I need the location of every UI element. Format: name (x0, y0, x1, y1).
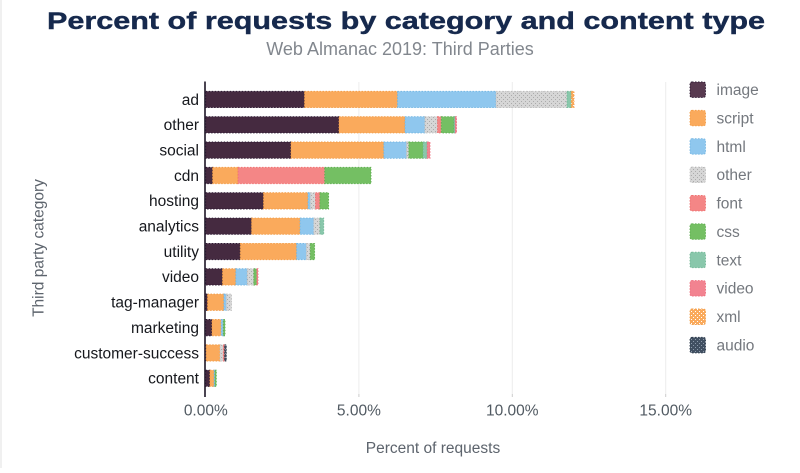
svg-text:css: css (717, 224, 741, 241)
svg-text:10.00%: 10.00% (486, 403, 539, 420)
svg-text:xml: xml (717, 309, 741, 326)
svg-text:image: image (717, 82, 759, 99)
svg-text:html: html (717, 139, 746, 156)
svg-text:content: content (148, 371, 200, 388)
svg-text:social: social (159, 142, 199, 159)
svg-text:15.00%: 15.00% (639, 403, 692, 420)
svg-text:ad: ad (182, 92, 199, 109)
svg-text:5.00%: 5.00% (337, 403, 381, 420)
svg-text:script: script (717, 110, 755, 127)
svg-text:hosting: hosting (149, 193, 199, 210)
svg-text:Third party category: Third party category (31, 179, 48, 317)
svg-text:text: text (717, 252, 743, 269)
svg-text:Percent of requests by categor: Percent of requests by category and cont… (47, 8, 765, 35)
svg-text:other: other (164, 117, 199, 134)
svg-text:Web Almanac 2019: Third Partie: Web Almanac 2019: Third Parties (266, 39, 533, 59)
svg-text:customer-success: customer-success (74, 345, 199, 362)
svg-text:marketing: marketing (131, 320, 199, 337)
svg-text:tag-manager: tag-manager (111, 295, 199, 312)
svg-text:utility: utility (164, 244, 200, 261)
svg-text:cdn: cdn (174, 168, 199, 185)
svg-text:other: other (717, 167, 752, 184)
svg-text:font: font (717, 196, 744, 213)
svg-text:video: video (162, 269, 199, 286)
svg-text:video: video (717, 281, 754, 298)
svg-text:0.00%: 0.00% (184, 403, 228, 420)
svg-text:analytics: analytics (139, 219, 200, 236)
svg-text:Percent of requests: Percent of requests (366, 440, 501, 457)
svg-text:audio: audio (717, 337, 755, 354)
